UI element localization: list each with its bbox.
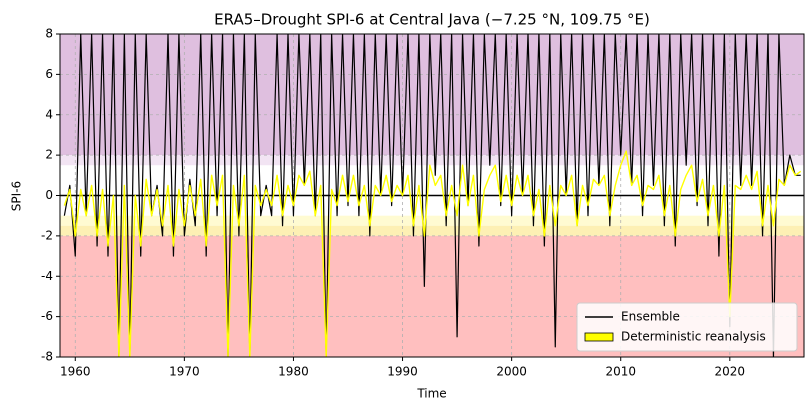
- chart-title: ERA5–Drought SPI-6 at Central Java (−7.2…: [214, 11, 650, 29]
- y-tick-label: 6: [45, 67, 53, 81]
- drought-band: [60, 215, 804, 226]
- y-tick-label: 0: [45, 188, 53, 202]
- y-tick-label: -8: [41, 350, 53, 364]
- y-tick-label: -4: [41, 269, 53, 283]
- y-tick-label: 2: [45, 148, 53, 162]
- x-tick-label: 2000: [496, 365, 527, 379]
- x-tick-label: 1980: [278, 365, 309, 379]
- legend-label: Deterministic reanalysis: [621, 330, 766, 344]
- series-line: [63, 150, 802, 357]
- y-tick-label: -2: [41, 228, 53, 242]
- x-tick-label: 1970: [169, 365, 200, 379]
- x-tick-label: 2010: [605, 365, 636, 379]
- drought-band: [60, 225, 804, 236]
- legend-box: [576, 302, 798, 352]
- plot-area: [60, 34, 804, 357]
- legend: Ensemble Deterministic reanalysis: [576, 302, 798, 352]
- y-tick-label: -6: [41, 309, 53, 323]
- drought-band: [60, 155, 804, 166]
- x-axis-label: Time: [416, 387, 446, 401]
- legend-swatch: [584, 332, 614, 342]
- x-tick-label: 1990: [387, 365, 418, 379]
- x-tick-label: 1960: [60, 365, 91, 379]
- y-tick-label: 8: [45, 27, 53, 41]
- legend-label: Ensemble: [621, 310, 680, 324]
- y-axis-label: SPI-6: [10, 181, 24, 211]
- y-tick-label: 4: [45, 107, 53, 121]
- x-tick-label: 2020: [715, 365, 746, 379]
